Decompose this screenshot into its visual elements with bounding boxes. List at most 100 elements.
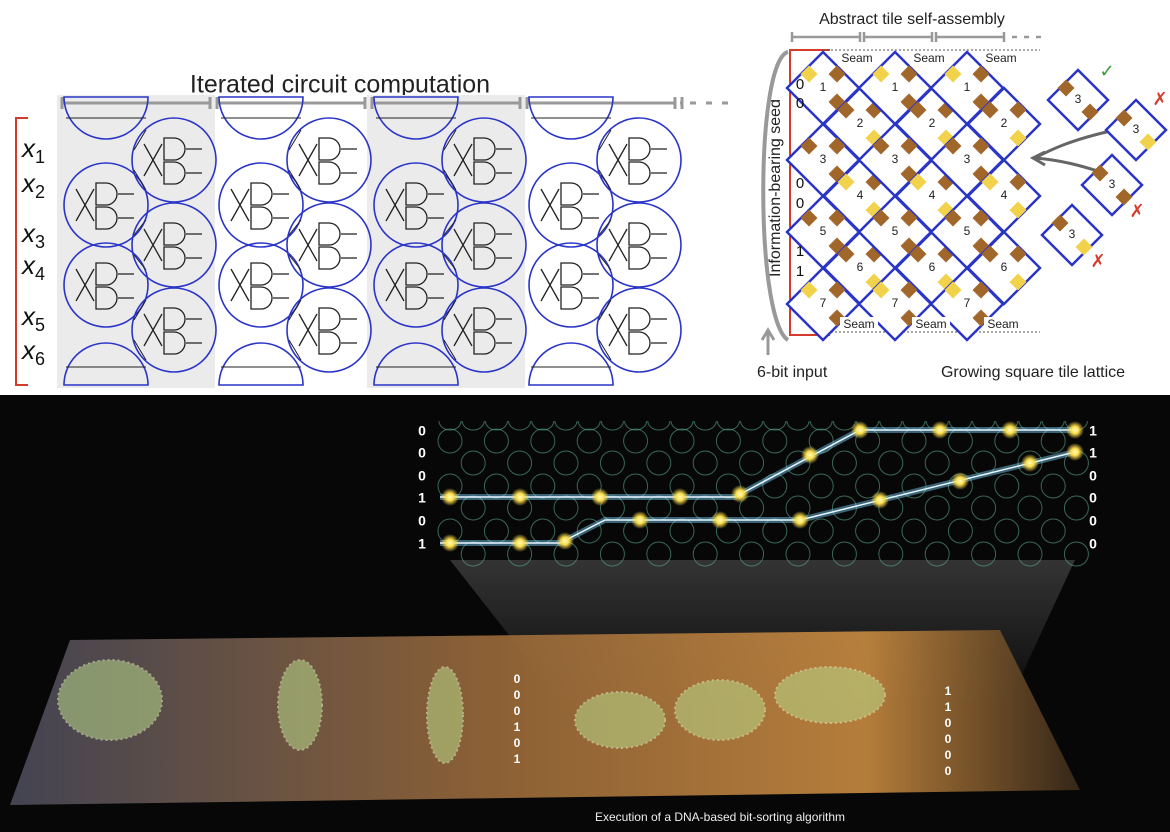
lattice-label: Growing square tile lattice <box>941 364 1125 381</box>
strip-left-bit: 0 <box>514 672 521 686</box>
strip-left-bit: 0 <box>514 688 521 702</box>
candidate-mark: ✗ <box>1090 251 1105 271</box>
dna-structure <box>575 692 665 748</box>
wire <box>289 170 301 190</box>
tile-number: 7 <box>820 296 827 310</box>
logic-gate <box>299 138 357 184</box>
tile-number: 1 <box>820 80 827 94</box>
tile-number: 4 <box>1001 188 1008 202</box>
candidate-mark: ✗ <box>1129 201 1144 221</box>
tile-number: 4 <box>929 188 936 202</box>
strip-right-bit: 1 <box>945 700 952 714</box>
tile-number: 6 <box>929 260 936 274</box>
input-sub: 6 <box>35 349 45 369</box>
left-bit: 0 <box>418 468 426 484</box>
seam-bottom: Seam <box>915 317 946 331</box>
seam-bottom: Seam <box>987 317 1018 331</box>
strip-right-bit: 0 <box>945 732 952 746</box>
seam-top: Seam <box>913 51 944 65</box>
input-sub: 5 <box>35 315 45 335</box>
signal-node <box>441 488 459 506</box>
bracket-continue <box>680 97 682 109</box>
candidate-number: 3 <box>1075 92 1082 106</box>
input-variable: x6 <box>20 335 45 369</box>
half-cell <box>529 343 613 385</box>
right-bit: 0 <box>1089 536 1097 552</box>
signal-node <box>631 511 649 529</box>
figure: Iterated circuit computation Abstract ti… <box>0 0 1170 832</box>
seam-top: Seam <box>985 51 1016 65</box>
seed-bit: 0 <box>796 175 804 192</box>
signal-node <box>731 485 749 503</box>
signal-node <box>511 488 529 506</box>
tile-number: 5 <box>964 224 971 238</box>
tile-number: 3 <box>820 152 827 166</box>
tile-number: 1 <box>892 80 899 94</box>
dna-strip <box>10 630 1080 805</box>
wire <box>289 130 301 150</box>
input-var: x <box>20 301 36 331</box>
circuit-title: Iterated circuit computation <box>190 71 490 99</box>
strip-right-bit: 0 <box>945 764 952 778</box>
caption: Execution of a DNA-based bit-sorting alg… <box>595 810 845 824</box>
tile-number: 2 <box>857 116 864 130</box>
signal-node <box>851 421 869 439</box>
input-var: x <box>20 250 36 280</box>
input-var: x <box>20 218 36 248</box>
signal-node <box>1066 443 1084 461</box>
input-var: x <box>20 168 36 198</box>
logic-gate <box>609 223 667 269</box>
tile-number: 2 <box>1001 116 1008 130</box>
signal-node <box>801 446 819 464</box>
seed-bit: 0 <box>796 195 804 212</box>
tile-number: 5 <box>892 224 899 238</box>
left-bit: 0 <box>418 513 426 529</box>
wire <box>289 300 301 320</box>
input-sub: 4 <box>35 264 45 284</box>
strip-right-bit: 1 <box>945 684 952 698</box>
wire <box>599 130 611 150</box>
dna-structure <box>427 667 463 763</box>
tile-number: 7 <box>892 296 899 310</box>
tiles-title: Abstract tile self-assembly <box>819 11 1005 28</box>
left-bit: 1 <box>418 490 426 506</box>
tile-number: 5 <box>820 224 827 238</box>
signal-node <box>711 511 729 529</box>
strip-left-bit: 1 <box>514 720 521 734</box>
left-bit: 1 <box>418 536 426 552</box>
input-variable: x5 <box>20 301 45 335</box>
left-bit: 0 <box>418 423 426 439</box>
input-variable: x3 <box>20 218 45 252</box>
input-arrow <box>762 330 774 355</box>
input-variable: x2 <box>20 168 45 202</box>
signal-node <box>511 534 529 552</box>
signal-node <box>931 421 949 439</box>
seed-label: Information-bearing seed <box>767 99 784 277</box>
signal-node <box>791 511 809 529</box>
logic-gate <box>541 183 599 229</box>
dna-structure <box>775 667 885 723</box>
strip-left-bit: 0 <box>514 736 521 750</box>
logic-gate <box>231 183 289 229</box>
right-bit: 0 <box>1089 513 1097 529</box>
tile-brackets <box>792 32 1004 42</box>
signal-node <box>591 488 609 506</box>
seam-bottom: Seam <box>843 317 874 331</box>
logic-gate <box>299 223 357 269</box>
right-bit: 0 <box>1089 490 1097 506</box>
signal-node <box>441 534 459 552</box>
right-bit: 0 <box>1089 468 1097 484</box>
candidate-number: 3 <box>1133 122 1140 136</box>
logic-gate <box>231 263 289 309</box>
signal-node <box>1021 454 1039 472</box>
half-cell <box>219 343 303 385</box>
wire <box>599 170 611 190</box>
input-var: x <box>20 133 36 163</box>
tile-number: 3 <box>964 152 971 166</box>
logic-gate <box>299 308 357 354</box>
candidate-mark: ✓ <box>1099 61 1114 81</box>
tile-number: 1 <box>964 80 971 94</box>
signal-node <box>1001 421 1019 439</box>
candidate-mark: ✗ <box>1152 89 1167 109</box>
candidate-number: 3 <box>1109 177 1116 191</box>
